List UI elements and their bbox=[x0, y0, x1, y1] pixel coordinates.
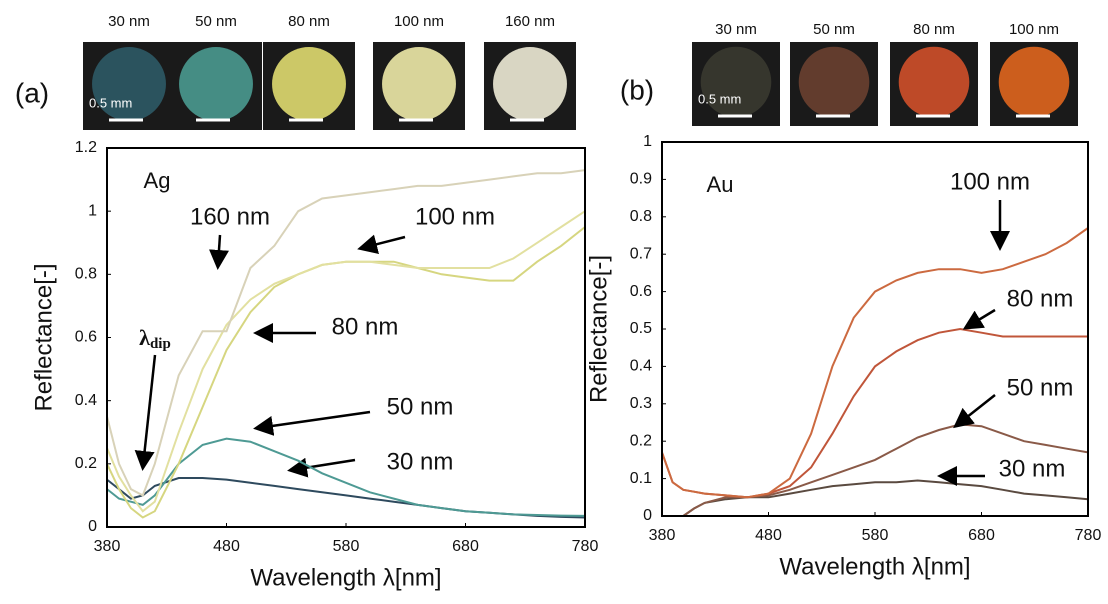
y-tick-label: 0.5 bbox=[630, 320, 652, 337]
figure: 30 nm 0.5 mm 50 nm 80 nm 100 nm 160 nm (a) 0 0.2… bbox=[0, 0, 1108, 599]
dip-label: λdip bbox=[139, 325, 171, 352]
series-line bbox=[107, 211, 585, 511]
swatch-disc bbox=[179, 47, 253, 121]
y-tick-label: 0.9 bbox=[630, 171, 652, 188]
series-line bbox=[107, 478, 585, 518]
y-tick-label: 0.6 bbox=[630, 283, 652, 300]
swatch-label: 80 nm bbox=[288, 13, 330, 30]
swatch-disc bbox=[493, 47, 567, 121]
swatch-label: 30 nm bbox=[715, 21, 757, 38]
scale-bar-label: 0.5 mm bbox=[89, 95, 132, 110]
swatch-label: 80 nm bbox=[913, 21, 955, 38]
curve-label: 80 nm bbox=[332, 313, 399, 340]
arrow bbox=[218, 235, 220, 265]
arrow bbox=[957, 395, 995, 425]
y-tick-label: 1 bbox=[643, 133, 652, 150]
y-tick-label: 0.8 bbox=[630, 208, 652, 225]
y-tick-label: 0.3 bbox=[630, 395, 652, 412]
curve-label: 100 nm bbox=[950, 168, 1030, 195]
curve-label: 160 nm bbox=[190, 203, 270, 230]
y-tick-label: 0.6 bbox=[75, 329, 97, 346]
x-tick-label: 480 bbox=[213, 538, 240, 555]
arrow bbox=[967, 310, 995, 327]
y-tick-label: 1 bbox=[88, 202, 97, 219]
y-axis-title: Reflectance[-] bbox=[30, 263, 57, 411]
x-tick-label: 380 bbox=[649, 527, 676, 544]
swatch-label: 100 nm bbox=[394, 13, 444, 30]
swatch-disc bbox=[701, 47, 772, 118]
swatch-label: 30 nm bbox=[108, 13, 150, 30]
material-label: Au bbox=[707, 172, 734, 197]
swatch-label: 50 nm bbox=[195, 13, 237, 30]
swatch-label: 160 nm bbox=[505, 13, 555, 30]
dip-symbol: λ bbox=[139, 325, 150, 350]
y-tick-label: 0.4 bbox=[75, 392, 97, 409]
curve-label: 50 nm bbox=[1007, 374, 1074, 401]
y-tick-label: 0.4 bbox=[630, 358, 652, 375]
panel-label: (a) bbox=[15, 77, 49, 108]
y-tick-label: 0.1 bbox=[630, 470, 652, 487]
arrow bbox=[143, 355, 155, 466]
y-tick-label: 0.2 bbox=[630, 432, 652, 449]
scale-bar-label: 0.5 mm bbox=[698, 91, 741, 106]
y-tick-label: 0 bbox=[643, 507, 652, 524]
x-axis-title: Wavelength λ[nm] bbox=[250, 564, 441, 591]
y-tick-label: 0 bbox=[88, 518, 97, 535]
swatch-disc bbox=[999, 47, 1070, 118]
curve-label: 80 nm bbox=[1007, 285, 1074, 312]
curve-label: 50 nm bbox=[387, 393, 454, 420]
y-tick-label: 1.2 bbox=[75, 139, 97, 156]
arrow bbox=[258, 412, 370, 428]
curve-label: 30 nm bbox=[999, 455, 1066, 482]
swatch-label: 100 nm bbox=[1009, 21, 1059, 38]
x-tick-label: 580 bbox=[862, 527, 889, 544]
series-line bbox=[107, 227, 585, 518]
swatch-disc bbox=[382, 47, 456, 121]
y-tick-label: 0.7 bbox=[630, 245, 652, 262]
arrow bbox=[362, 237, 405, 248]
curve-label: 100 nm bbox=[415, 203, 495, 230]
material-label: Ag bbox=[144, 168, 171, 193]
x-tick-label: 680 bbox=[452, 538, 479, 555]
x-tick-label: 680 bbox=[968, 527, 995, 544]
y-tick-label: 0.2 bbox=[75, 455, 97, 472]
dip-subscript: dip bbox=[150, 336, 171, 352]
x-tick-label: 780 bbox=[572, 538, 599, 555]
x-tick-label: 480 bbox=[755, 527, 782, 544]
swatch-disc bbox=[899, 47, 970, 118]
y-tick-label: 0.8 bbox=[75, 266, 97, 283]
swatch-disc bbox=[799, 47, 870, 118]
x-tick-label: 380 bbox=[94, 538, 121, 555]
swatch-disc bbox=[272, 47, 346, 121]
panel-label: (b) bbox=[620, 74, 654, 105]
x-tick-label: 780 bbox=[1075, 527, 1102, 544]
y-axis-title: Reflectance[-] bbox=[585, 255, 612, 403]
x-axis-title: Wavelength λ[nm] bbox=[779, 553, 970, 580]
swatch-label: 50 nm bbox=[813, 21, 855, 38]
curve-label: 30 nm bbox=[387, 448, 454, 475]
x-tick-label: 580 bbox=[333, 538, 360, 555]
